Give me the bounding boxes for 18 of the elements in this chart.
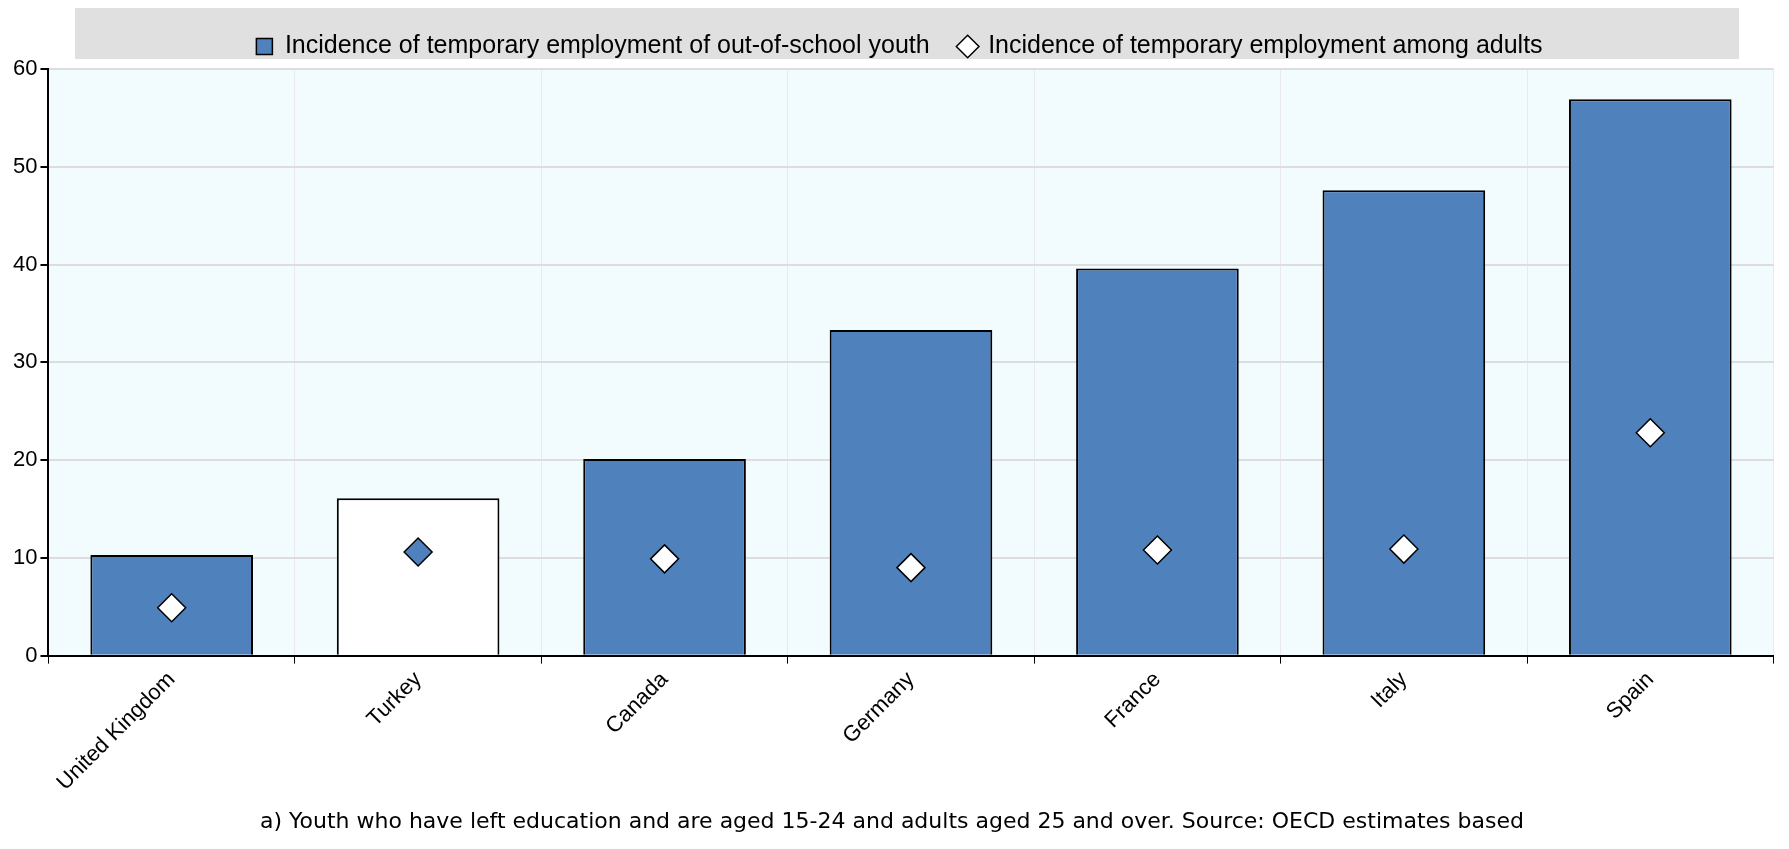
point	[403, 537, 433, 567]
y-tick-label: 20	[12, 446, 38, 472]
text: a) Youth who have left education and are aged 15-24 and adults aged 25 and over. Source: OECD estimates based	[260, 808, 1524, 833]
point	[1635, 417, 1666, 448]
point	[156, 592, 187, 623]
y-tick-label: 10	[12, 543, 38, 569]
y-tick-label: 30	[12, 348, 38, 374]
y-tick-label: 40	[12, 250, 38, 276]
legend-label: Incidence of temporary employment of out-of-school youth	[284, 30, 930, 59]
point	[649, 544, 680, 574]
y-tick-label: 0	[25, 641, 38, 667]
point	[1389, 534, 1419, 564]
y-tick-label: 50	[12, 152, 38, 178]
x-tick-label: Italy	[1365, 666, 1412, 713]
legend-label: Incidence of temporary employment among adults	[988, 30, 1543, 59]
point	[896, 552, 926, 583]
y-tick-label: 60	[12, 55, 38, 81]
point	[1142, 535, 1173, 565]
